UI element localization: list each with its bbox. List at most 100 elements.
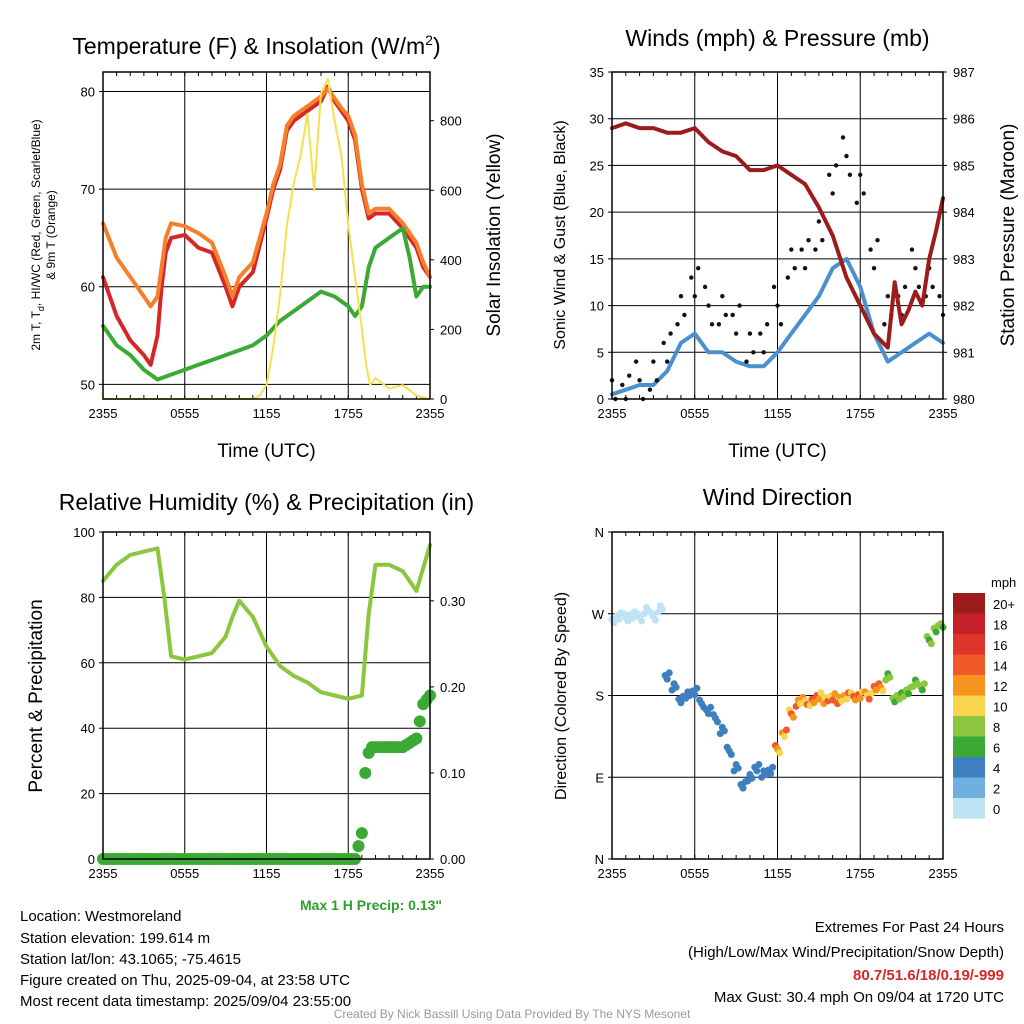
extremes-title: Extremes For Past 24 Hours bbox=[814, 919, 1004, 936]
gust-point bbox=[789, 247, 794, 252]
y2-tick-label: 600 bbox=[440, 183, 462, 198]
y-tick-label: 50 bbox=[81, 377, 95, 392]
y-axis-label-direction: Direction (Colored By Speed) bbox=[553, 592, 570, 800]
legend-swatch bbox=[953, 634, 985, 655]
y2-tick-label: 0.30 bbox=[440, 594, 465, 609]
gust-point bbox=[840, 135, 846, 140]
gust-point bbox=[858, 172, 863, 177]
gust-point bbox=[668, 331, 673, 336]
x-tick-label: 1155 bbox=[253, 866, 281, 881]
legend-swatch bbox=[953, 593, 985, 614]
y-axis-label-temperature: 2m T, Td, HI/WC (Red, Green, Scarlet/Blu… bbox=[29, 119, 46, 350]
gust-point bbox=[682, 312, 687, 318]
panel-title-temperature: Temperature (F) & Insolation (W/m2) bbox=[72, 32, 440, 59]
y2-tick-label: 983 bbox=[953, 252, 975, 267]
gust-point bbox=[758, 331, 763, 336]
legend-swatch bbox=[953, 654, 985, 675]
direction-point bbox=[782, 726, 790, 734]
gust-point bbox=[816, 219, 822, 224]
y2-axis-label-pressure: Station Pressure (Maroon) bbox=[998, 124, 1019, 347]
direction-point bbox=[789, 713, 797, 721]
legend-swatch bbox=[953, 695, 985, 716]
direction-point bbox=[810, 699, 818, 707]
gust-point bbox=[771, 284, 777, 290]
series-line bbox=[101, 86, 432, 309]
gust-point bbox=[833, 163, 839, 168]
x-tick-label: 1155 bbox=[764, 866, 792, 881]
x-tick-label: 2355 bbox=[416, 866, 445, 881]
gust-point bbox=[820, 237, 825, 243]
direction-point bbox=[780, 732, 788, 740]
series-line bbox=[101, 543, 432, 701]
y2-tick-label: 984 bbox=[953, 205, 975, 220]
legend-label: 4 bbox=[993, 761, 1000, 776]
direction-point bbox=[739, 784, 747, 792]
gust-point bbox=[637, 378, 642, 383]
legend-swatch bbox=[953, 736, 985, 757]
direction-point bbox=[663, 675, 671, 683]
gust-point bbox=[689, 275, 694, 280]
gust-point bbox=[847, 172, 853, 177]
gust-point bbox=[830, 191, 835, 196]
x-tick-label: 0555 bbox=[680, 406, 709, 421]
direction-point bbox=[865, 695, 873, 703]
direction-point bbox=[927, 640, 935, 648]
x-tick-label: 2355 bbox=[89, 406, 118, 421]
direction-point bbox=[829, 696, 837, 704]
direction-point bbox=[918, 686, 926, 694]
direction-point bbox=[672, 683, 680, 691]
direction-point bbox=[707, 703, 715, 711]
y-tick-label: S bbox=[595, 689, 604, 704]
x-axis-label: Time (UTC) bbox=[728, 441, 827, 462]
direction-point bbox=[776, 749, 784, 757]
gust-point bbox=[651, 359, 656, 364]
gust-point bbox=[861, 191, 866, 196]
y2-axis-label-insolation: Solar Insolation (Yellow) bbox=[484, 133, 505, 336]
y-tick-label: 60 bbox=[81, 280, 95, 295]
y-tick-label: W bbox=[592, 607, 605, 622]
gust-point bbox=[806, 237, 811, 243]
x-tick-label: 2355 bbox=[598, 406, 627, 421]
plot-frame bbox=[611, 531, 944, 860]
y-tick-label: 20 bbox=[590, 205, 604, 220]
gust-point bbox=[720, 294, 725, 299]
direction-point bbox=[815, 695, 823, 703]
direction-point bbox=[817, 689, 825, 697]
legend-label: 10 bbox=[993, 700, 1007, 715]
gust-point bbox=[827, 172, 832, 177]
panel-title-direction: Wind Direction bbox=[703, 484, 853, 510]
precip-point bbox=[352, 840, 365, 853]
y2-tick-label: 987 bbox=[953, 65, 975, 80]
direction-point bbox=[932, 628, 940, 636]
gust-point bbox=[675, 322, 680, 327]
gust-point bbox=[930, 284, 935, 290]
gust-point bbox=[785, 275, 791, 280]
y2-tick-label: 982 bbox=[953, 299, 975, 314]
x-axis-label: Time (UTC) bbox=[217, 441, 316, 462]
gust-point bbox=[764, 322, 770, 327]
gust-point bbox=[733, 331, 739, 336]
y-tick-label: 30 bbox=[590, 112, 604, 127]
direction-point bbox=[615, 615, 623, 623]
gust-point bbox=[885, 294, 891, 299]
y-tick-label: 0 bbox=[88, 852, 95, 867]
gust-point bbox=[909, 247, 915, 252]
max-gust: Max Gust: 30.4 mph On 09/04 at 1720 UTC bbox=[713, 989, 1004, 1006]
info-created: Figure created on Thu, 2025-09-04, at 23… bbox=[20, 972, 350, 989]
gust-point bbox=[902, 284, 908, 290]
direction-point bbox=[714, 718, 722, 726]
gust-point bbox=[875, 237, 880, 243]
legend-swatch bbox=[953, 798, 985, 819]
x-tick-label: 1155 bbox=[253, 406, 281, 421]
direction-point bbox=[769, 763, 777, 771]
y2-tick-label: 980 bbox=[953, 392, 975, 407]
direction-point bbox=[831, 690, 839, 698]
legend-label: 12 bbox=[993, 679, 1007, 694]
direction-point bbox=[842, 695, 850, 703]
plot-frame bbox=[102, 531, 431, 860]
gust-point bbox=[692, 294, 697, 299]
info-location: Location: Westmoreland bbox=[20, 908, 182, 925]
x-tick-label: 2355 bbox=[598, 866, 627, 881]
y2-tick-label: 0.10 bbox=[440, 766, 465, 781]
